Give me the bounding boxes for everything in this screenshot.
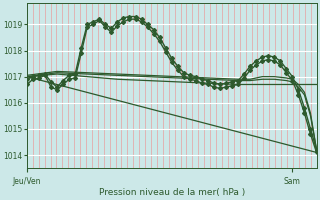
X-axis label: Pression niveau de la mer( hPa ): Pression niveau de la mer( hPa ) xyxy=(99,188,245,197)
